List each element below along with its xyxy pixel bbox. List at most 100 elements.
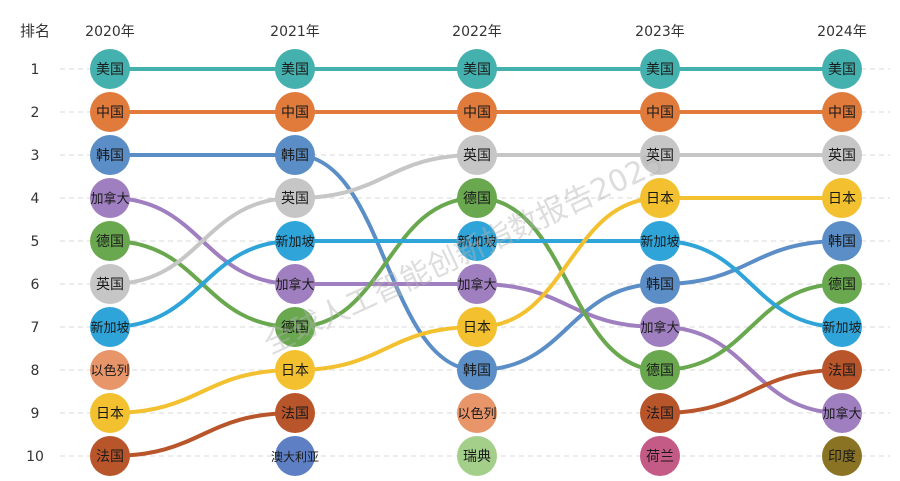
country-marker: [275, 393, 315, 433]
rank-labels: 1 2 3 4 5 6 7 8 9 10: [26, 62, 44, 465]
country-marker: [90, 92, 130, 132]
rank-header: 排名: [20, 22, 50, 40]
rank-label: 1: [31, 62, 40, 78]
country-label: 法国: [281, 406, 309, 422]
country-label: 日本: [463, 320, 491, 336]
country-label: 韩国: [281, 148, 309, 164]
country-label: 加拿大: [822, 406, 861, 422]
country-marker: [640, 436, 680, 476]
series-line-segment: [475, 196, 662, 329]
country-marker: [275, 350, 315, 390]
country-label: 英国: [828, 147, 856, 164]
country-marker: [640, 135, 680, 175]
country-label: 中国: [281, 105, 309, 121]
country-marker: [275, 92, 315, 132]
country-marker: [822, 393, 862, 433]
country-marker: [640, 393, 680, 433]
country-label: 加拿大: [457, 277, 496, 293]
series-line-segment: [293, 325, 479, 372]
country-marker: [822, 178, 862, 218]
series-line-segment: [293, 196, 479, 329]
country-marker: [275, 436, 315, 476]
country-label: 韩国: [463, 363, 491, 379]
series-line-segment: [658, 368, 844, 415]
series-line-segment: [293, 153, 479, 200]
country-marker: [457, 264, 497, 304]
year-label: 2020年: [85, 24, 135, 40]
country-label: 荷兰: [646, 449, 674, 465]
country-label: 加拿大: [90, 191, 129, 207]
series-line-segment: [658, 325, 844, 415]
country-marker: [457, 307, 497, 347]
country-label: 中国: [96, 105, 124, 121]
country-marker: [90, 307, 130, 347]
country-label: 美国: [646, 62, 674, 78]
series-line-segment: [108, 411, 297, 458]
country-marker: [822, 92, 862, 132]
country-marker: [275, 49, 315, 89]
country-marker: [640, 264, 680, 304]
country-marker: [90, 436, 130, 476]
country-marker: [90, 221, 130, 261]
country-marker: [457, 221, 497, 261]
country-label: 澳大利亚: [271, 450, 319, 464]
country-label: 法国: [96, 449, 124, 465]
country-marker: [457, 92, 497, 132]
series-line-segment: [658, 239, 844, 329]
country-marker: [90, 178, 130, 218]
country-marker: [90, 135, 130, 175]
country-marker: [275, 178, 315, 218]
country-marker: [822, 49, 862, 89]
country-marker: [457, 178, 497, 218]
country-marker: [640, 92, 680, 132]
country-label: 美国: [281, 62, 309, 78]
country-label: 瑞典: [463, 449, 491, 465]
country-marker: [90, 350, 130, 390]
series-line-segment: [658, 282, 844, 372]
rank-label: 2: [31, 105, 40, 121]
country-label: 法国: [646, 406, 674, 422]
country-marker: [822, 264, 862, 304]
country-label: 英国: [96, 276, 124, 293]
country-label: 以色列: [90, 363, 129, 379]
country-label: 中国: [828, 105, 856, 121]
country-label: 韩国: [828, 234, 856, 250]
country-marker: [822, 135, 862, 175]
series-lines: [108, 66, 844, 458]
country-label: 日本: [281, 363, 309, 379]
country-marker: [275, 307, 315, 347]
country-marker: [640, 307, 680, 347]
country-label: 美国: [463, 62, 491, 78]
rank-label: 10: [26, 449, 44, 465]
rank-label: 3: [31, 148, 40, 164]
country-label: 法国: [828, 363, 856, 379]
country-label: 印度: [828, 449, 856, 465]
country-label: 新加坡: [275, 234, 314, 250]
country-label: 韩国: [96, 148, 124, 164]
country-marker: [640, 350, 680, 390]
series-line-segment: [108, 239, 297, 329]
rank-label: 8: [31, 363, 40, 379]
year-label: 2024年: [817, 24, 867, 40]
year-labels: 2020年 2021年 2022年 2023年 2024年: [85, 24, 867, 40]
rank-label: 7: [31, 320, 40, 336]
country-marker: [457, 49, 497, 89]
country-label: 英国: [646, 147, 674, 164]
country-marker: [822, 221, 862, 261]
country-label: 新加坡: [457, 234, 496, 250]
country-marker: [90, 393, 130, 433]
country-label: 加拿大: [275, 277, 314, 293]
year-label: 2023年: [635, 24, 685, 40]
country-marker: [90, 49, 130, 89]
country-marker: [457, 135, 497, 175]
rank-label: 5: [31, 234, 40, 250]
country-label: 德国: [828, 277, 856, 293]
country-label: 日本: [96, 406, 124, 422]
country-label: 德国: [646, 363, 674, 379]
country-label: 以色列: [457, 406, 496, 422]
country-label: 新加坡: [90, 320, 129, 336]
country-label: 德国: [96, 234, 124, 250]
country-label: 德国: [281, 320, 309, 336]
